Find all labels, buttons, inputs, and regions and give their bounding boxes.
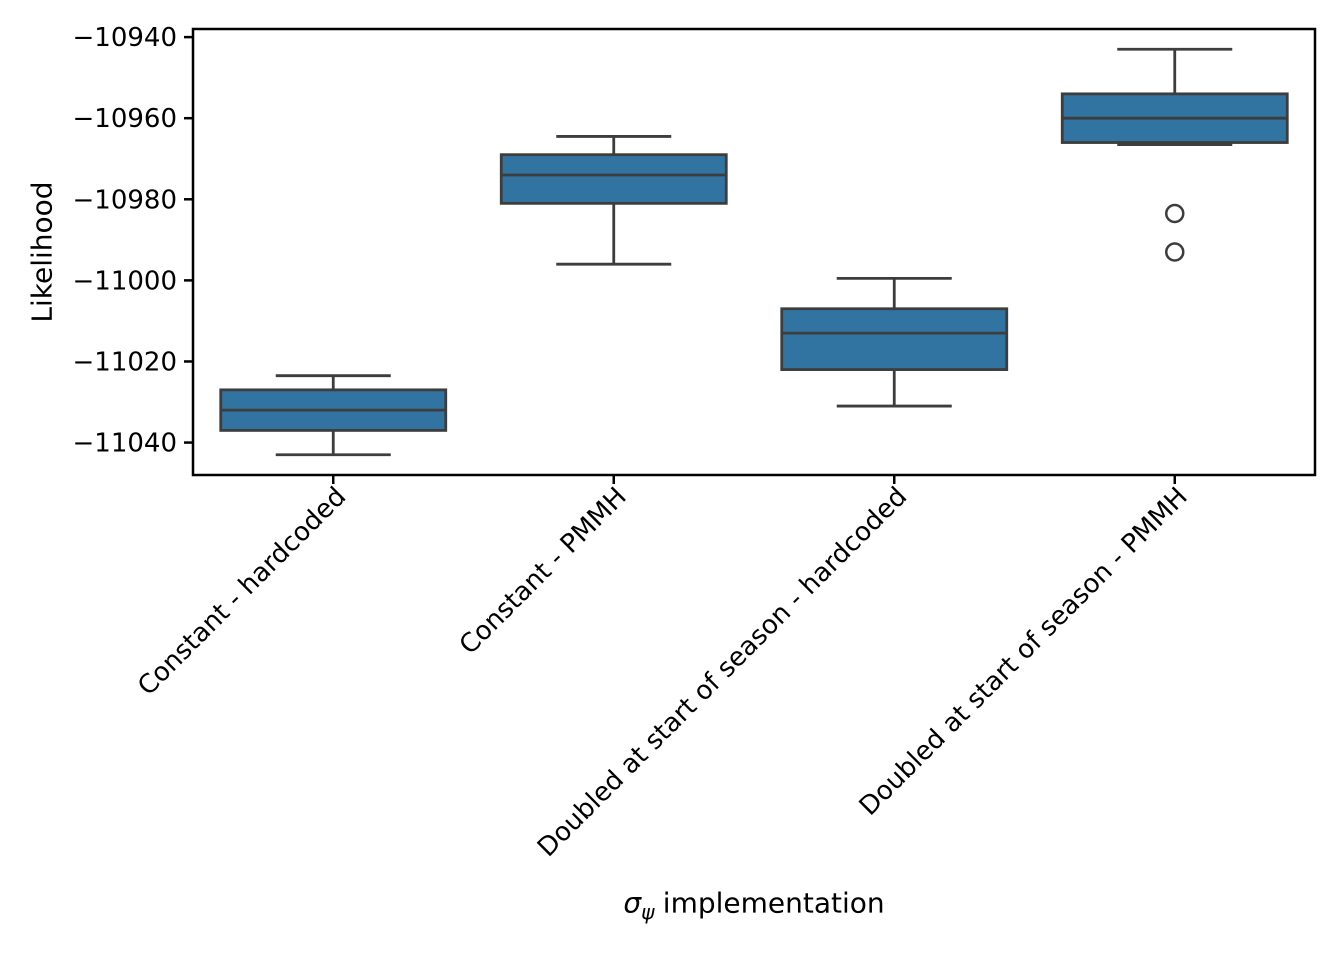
x-axis-label-text: implementation — [662, 886, 885, 920]
axes-border — [191, 27, 1317, 477]
sigma-symbol: σ — [623, 886, 642, 920]
y-tick-label: −10960 — [73, 104, 178, 134]
y-axis-label-text: Likelihood — [25, 181, 59, 323]
outlier-point — [1165, 242, 1185, 262]
x-axis-label: σψ implementation — [623, 886, 885, 923]
psi-subscript: ψ — [641, 900, 655, 925]
y-tick-label: −11020 — [73, 347, 178, 377]
y-tick-label: −10940 — [73, 23, 178, 53]
x-tick-label: Constant - PMMH — [454, 482, 633, 661]
outlier-point — [1165, 203, 1185, 224]
box — [780, 307, 1009, 371]
x-tick-label: Doubled at start of season - PMMH — [854, 482, 1194, 822]
y-tick-label: −11040 — [73, 429, 178, 459]
y-tick-label: −10980 — [73, 185, 178, 215]
y-axis-label: Likelihood — [26, 181, 59, 322]
box — [499, 153, 728, 205]
x-tick-label: Constant - hardcoded — [132, 482, 352, 702]
y-tick-label: −11000 — [73, 266, 178, 296]
